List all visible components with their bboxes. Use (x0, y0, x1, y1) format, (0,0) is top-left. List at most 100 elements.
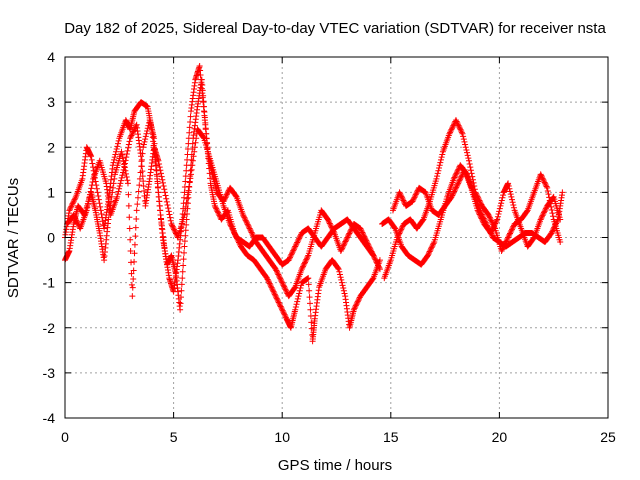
y-tick-label: 3 (47, 94, 55, 110)
data-point (462, 144, 469, 151)
data-point (456, 125, 463, 132)
data-point (294, 298, 301, 305)
data-point (155, 157, 162, 164)
data-point (542, 206, 549, 213)
data-point (456, 123, 463, 130)
data-point (399, 223, 406, 230)
data-point (499, 245, 506, 252)
data-point (457, 174, 464, 181)
data-point (487, 215, 494, 222)
data-point (328, 223, 335, 230)
data-point (428, 244, 435, 251)
data-point (542, 205, 549, 212)
data-point (455, 122, 462, 129)
data-point (288, 251, 295, 258)
data-point (538, 172, 545, 179)
data-point (125, 144, 132, 151)
data-point (508, 196, 515, 203)
data-point (136, 182, 143, 189)
data-point (471, 186, 478, 193)
data-point (538, 215, 545, 222)
data-point (504, 235, 511, 242)
data-point (411, 194, 418, 201)
data-point (501, 241, 508, 248)
data-point (452, 171, 459, 178)
data-point (353, 301, 360, 308)
data-point (191, 148, 198, 155)
data-point (119, 172, 126, 179)
data-point (89, 178, 96, 185)
data-point (508, 193, 515, 200)
data-point (280, 282, 287, 289)
data-point (500, 192, 507, 199)
data-point (186, 129, 193, 136)
data-point (474, 207, 481, 214)
data-point (542, 180, 549, 187)
data-point (438, 154, 445, 161)
data-point (154, 183, 161, 190)
data-point (279, 279, 286, 286)
data-point (327, 221, 334, 228)
data-point (181, 238, 188, 245)
data-point (338, 246, 345, 253)
y-tick-label: 1 (47, 184, 55, 200)
data-point (199, 87, 206, 94)
data-point (493, 217, 500, 224)
data-point (505, 234, 512, 241)
data-point (294, 239, 301, 246)
data-point (70, 211, 77, 218)
data-point (169, 223, 176, 230)
data-point (275, 298, 282, 305)
data-point (430, 240, 437, 247)
data-point (292, 306, 299, 313)
data-point (297, 285, 304, 292)
data-point (178, 287, 185, 294)
data-point (96, 200, 103, 207)
data-point (292, 243, 299, 250)
data-point (455, 180, 462, 187)
data-point (180, 256, 187, 263)
data-point (455, 178, 462, 185)
data-point (488, 228, 495, 235)
data-point (341, 241, 348, 248)
data-point (98, 211, 105, 218)
data-point (451, 187, 458, 194)
data-point (97, 203, 104, 210)
data-point (123, 151, 130, 158)
data-point (244, 221, 251, 228)
data-point (84, 204, 91, 211)
data-point (269, 285, 276, 292)
data-point (304, 253, 311, 260)
data-point (451, 174, 458, 181)
data-point (487, 229, 494, 236)
data-point (306, 287, 313, 294)
data-point (412, 191, 419, 198)
data-point (189, 162, 196, 169)
data-point (273, 268, 280, 275)
data-point (136, 175, 143, 182)
data-point (160, 183, 167, 190)
data-point (117, 180, 124, 187)
data-point (85, 197, 92, 204)
data-point (90, 164, 97, 171)
data-point (130, 276, 137, 283)
data-point (303, 256, 310, 263)
data-point (346, 229, 353, 236)
data-point (232, 231, 239, 238)
data-point (458, 173, 465, 180)
data-point (454, 169, 461, 176)
data-point (121, 163, 128, 170)
data-point (429, 243, 436, 250)
x-tick-label: 0 (61, 429, 69, 445)
data-point (427, 247, 434, 254)
data-point (466, 160, 473, 167)
series-track-f (389, 166, 564, 250)
data-point (429, 241, 436, 248)
data-point (66, 206, 73, 213)
data-point (94, 189, 101, 196)
data-point (478, 215, 485, 222)
data-point (336, 268, 343, 275)
data-point (72, 195, 79, 202)
data-point (172, 229, 179, 236)
x-tick-label: 20 (492, 429, 508, 445)
